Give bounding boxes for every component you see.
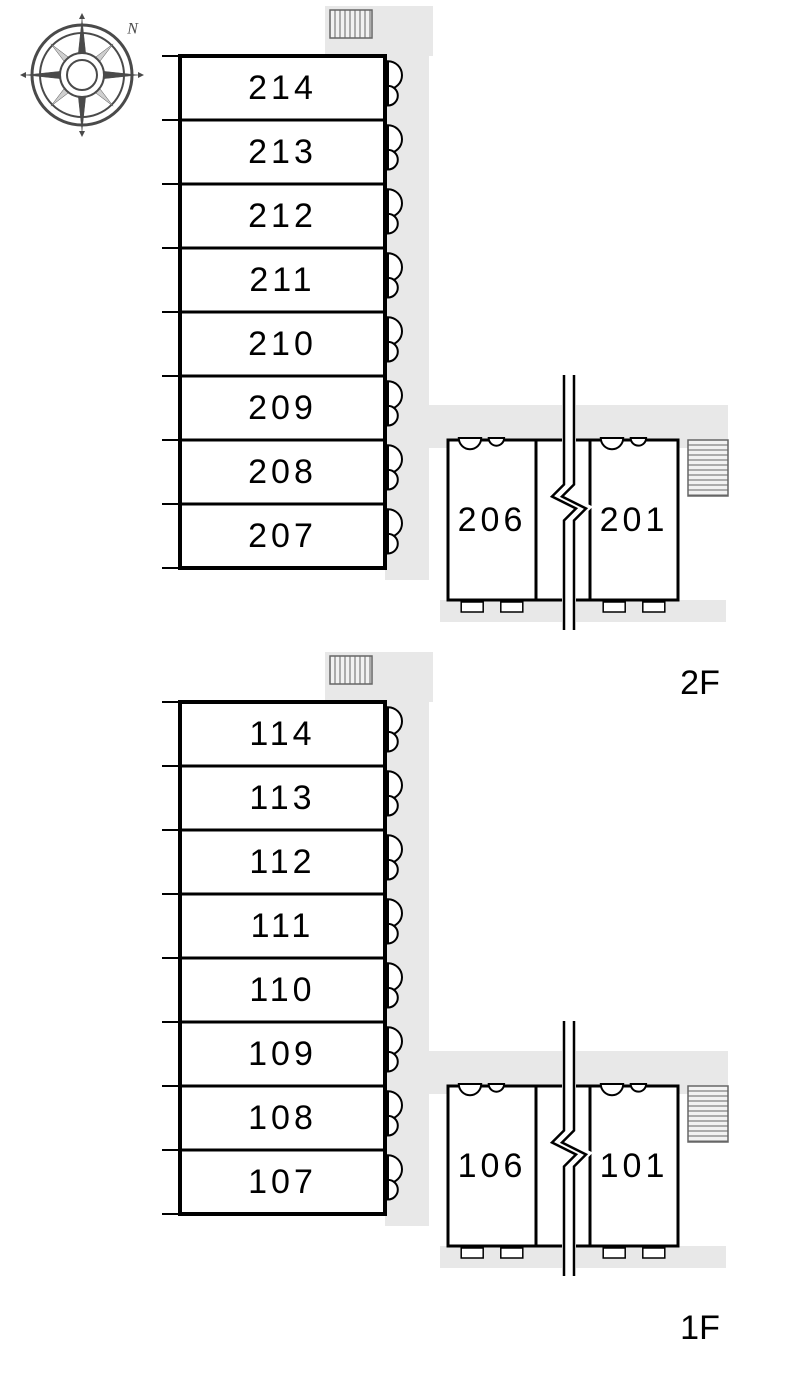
compass-icon: N <box>20 13 144 137</box>
unit-label-106: 106 <box>458 1147 527 1185</box>
door-icon <box>388 860 398 880</box>
unit-label-201: 201 <box>600 501 669 539</box>
unit-label-207: 207 <box>248 517 317 555</box>
stair-icon <box>688 1086 728 1142</box>
door-icon <box>388 1116 398 1136</box>
door-icon <box>388 278 398 298</box>
floor-label-f1: 1F <box>680 1309 720 1347</box>
door-icon <box>631 438 646 446</box>
balcony-icon <box>643 1248 665 1258</box>
balcony-icon <box>501 1248 523 1258</box>
unit-label-211: 211 <box>249 261 315 299</box>
floor-label-f2: 2F <box>680 664 720 702</box>
door-icon <box>388 732 398 752</box>
unit-label-113: 113 <box>249 779 315 817</box>
unit-label-213: 213 <box>248 133 317 171</box>
door-icon <box>388 342 398 362</box>
unit-label-110: 110 <box>249 971 315 1009</box>
balcony-icon <box>603 602 625 612</box>
unit-label-107: 107 <box>248 1163 317 1201</box>
unit-label-206: 206 <box>458 501 527 539</box>
unit-label-109: 109 <box>248 1035 317 1073</box>
door-icon <box>388 534 398 554</box>
door-icon <box>388 796 398 816</box>
floor-f1: 114 113 112 111 110 109 108 107 106 101 1F <box>162 652 728 1347</box>
balcony-icon <box>461 1248 483 1258</box>
stair-icon <box>330 656 372 684</box>
unit-label-210: 210 <box>248 325 317 363</box>
door-icon <box>388 1180 398 1200</box>
door-icon <box>388 924 398 944</box>
unit-label-209: 209 <box>248 389 317 427</box>
door-icon <box>388 470 398 490</box>
compass-n-label: N <box>126 21 139 38</box>
balcony-icon <box>501 602 523 612</box>
door-icon <box>489 438 504 446</box>
unit-label-112: 112 <box>249 843 315 881</box>
door-icon <box>388 86 398 106</box>
unit-label-214: 214 <box>248 69 317 107</box>
unit-label-108: 108 <box>248 1099 317 1137</box>
door-icon <box>388 988 398 1008</box>
door-icon <box>388 1052 398 1072</box>
door-icon <box>631 1084 646 1092</box>
unit-label-111: 111 <box>251 907 315 945</box>
balcony-icon <box>603 1248 625 1258</box>
door-icon <box>388 214 398 234</box>
door-icon <box>388 406 398 426</box>
stair-icon <box>688 440 728 496</box>
unit-label-208: 208 <box>248 453 317 491</box>
unit-label-101: 101 <box>600 1147 669 1185</box>
door-icon <box>489 1084 504 1092</box>
unit-label-212: 212 <box>248 197 317 235</box>
stair-icon <box>330 10 372 38</box>
unit-label-114: 114 <box>249 715 315 753</box>
balcony-icon <box>643 602 665 612</box>
balcony-icon <box>461 602 483 612</box>
floor-f2: 214 213 212 211 210 209 208 207 206 201 2F <box>162 6 728 702</box>
door-icon <box>388 150 398 170</box>
